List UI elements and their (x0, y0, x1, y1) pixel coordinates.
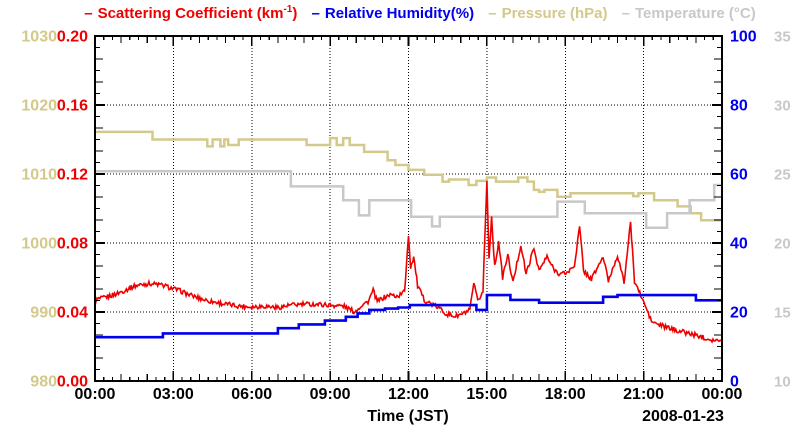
legend-dash-pressure-icon: – (488, 5, 497, 22)
legend-dash-scattering-icon: – (84, 5, 93, 22)
y-tick-label-humidity: 40 (730, 236, 748, 253)
legend-item-scattering: – Scattering Coefficient (km-1) (84, 4, 297, 22)
legend-label-pressure: Pressure (hPa) (501, 5, 608, 22)
x-tick-label: 18:00 (545, 386, 586, 403)
x-tick-label: 15:00 (466, 386, 507, 403)
legend-label-temperature: Temperature (°C) (635, 5, 756, 22)
x-tick-label: 06:00 (231, 386, 272, 403)
y-tick-label-scattering: 0.16 (57, 98, 88, 115)
y-tick-label-temperature: 30 (774, 98, 791, 115)
y-tick-label-pressure: 1020 (21, 98, 57, 115)
y-tick-label-temperature: 20 (774, 236, 791, 253)
legend-dash-humidity-icon: – (311, 5, 320, 22)
y-tick-label-humidity: 80 (730, 98, 748, 115)
y-tick-label-scattering: 0.12 (57, 167, 88, 184)
series-humidity-line (95, 293, 722, 339)
y-tick-label-temperature: 35 (774, 29, 791, 46)
legend-dash-temperature-icon: – (621, 5, 630, 22)
chart-legend: – Scattering Coefficient (km-1) – Relative… (40, 4, 800, 22)
x-axis-title: Time (JST) (367, 408, 449, 425)
x-tick-label: 21:00 (623, 386, 664, 403)
y-tick-label-pressure: 990 (30, 305, 57, 322)
legend-item-humidity: – Relative Humidity(%) (312, 5, 475, 22)
y-tick-label-scattering: 0.20 (57, 29, 88, 46)
y-tick-label-temperature: 25 (774, 167, 791, 184)
x-tick-label: 03:00 (153, 386, 194, 403)
legend-label-scattering: Scattering Coefficient (km-1) (97, 4, 298, 22)
series-scattering-line (94, 180, 723, 344)
y-tick-label-humidity: 0 (730, 374, 739, 391)
x-tick-label: 09:00 (310, 386, 351, 403)
y-tick-label-pressure: 1010 (21, 167, 57, 184)
y-tick-label-temperature: 15 (774, 305, 791, 322)
y-tick-label-scattering: 0.08 (57, 236, 88, 253)
y-tick-label-pressure: 980 (30, 374, 57, 391)
x-tick-label: 00:00 (75, 386, 116, 403)
x-tick-label: 12:00 (388, 386, 429, 403)
y-tick-label-humidity: 60 (730, 167, 748, 184)
legend-label-humidity: Relative Humidity(%) (324, 5, 475, 22)
x-tick-label: 00:00 (702, 386, 743, 403)
y-tick-label-pressure: 1000 (21, 236, 57, 253)
y-tick-label-humidity: 100 (730, 29, 757, 46)
y-tick-label-humidity: 20 (730, 305, 748, 322)
y-tick-label-temperature: 10 (774, 374, 791, 391)
y-tick-label-scattering: 0.04 (57, 305, 88, 322)
legend-item-pressure: – Pressure (hPa) (488, 5, 607, 22)
series-temperature-line (95, 169, 722, 230)
y-tick-label-pressure: 1030 (21, 29, 57, 46)
legend-item-temperature: – Temperature (°C) (622, 5, 756, 22)
x-axis-date-annotation: 2008-01-23 (642, 408, 724, 425)
y-tick-label-scattering: 0.00 (57, 374, 88, 391)
series-pressure-line (95, 130, 722, 222)
